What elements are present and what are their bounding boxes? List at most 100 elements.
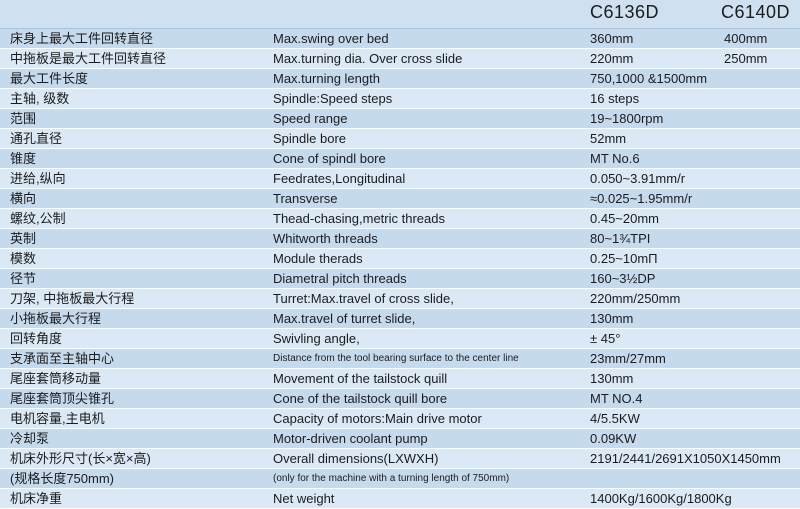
spec-value-c6136d: 220mm/250mm	[590, 291, 681, 306]
spec-value-c6140d	[724, 229, 800, 248]
spec-name-chinese: 径节	[10, 271, 37, 286]
spec-row: 模数 Module therads 0.25~10mΠ	[0, 249, 800, 269]
spec-name-english: Distance from the tool bearing surface t…	[273, 353, 519, 364]
header-bar: C6136D C6140D	[0, 0, 800, 29]
spec-name-english: Max.turning length	[273, 71, 380, 86]
spec-value-c6140d	[724, 429, 800, 448]
spec-name-english: Whitworth threads	[273, 231, 378, 246]
spec-value-c6136d: ± 45°	[590, 331, 621, 346]
spec-value-c6136d: 130mm	[590, 311, 634, 326]
spec-name-chinese: 锥度	[10, 151, 37, 166]
spec-value-c6136d: 4/5.5KW	[590, 411, 640, 426]
spec-row: 锥度 Cone of spindl bore MT No.6	[0, 149, 800, 169]
spec-name-chinese: 支承面至主轴中心	[10, 351, 115, 366]
spec-value-c6136d: 52mm	[590, 131, 627, 146]
spec-value-c6136d: 0.45~20mm	[590, 211, 660, 226]
spec-name-chinese: 横向	[10, 191, 37, 206]
spec-name-chinese: 机床净重	[10, 491, 63, 506]
spec-value-c6140d	[724, 309, 800, 328]
spec-name-english: Transverse	[273, 191, 338, 206]
spec-value-c6140d	[724, 269, 800, 288]
spec-value-c6140d	[724, 249, 800, 268]
spec-row: 螺纹,公制 Thead-chasing,metric threads 0.45~20…	[0, 209, 800, 229]
spec-name-english: Capacity of motors:Main drive motor	[273, 411, 482, 426]
spec-name-chinese: 回转角度	[10, 331, 63, 346]
spec-row: 床身上最大工件回转直径 Max.swing over bed 360mm 400mm	[0, 29, 800, 49]
spec-value-c6136d: 160~3½DP	[590, 271, 656, 286]
spec-name-chinese: 刀架, 中拖板最大行程	[10, 291, 135, 306]
spec-name-chinese: 英制	[10, 231, 37, 246]
spec-value-c6140d	[724, 389, 800, 408]
spec-value-c6140d	[724, 349, 800, 368]
spec-name-english: Swivling angle,	[273, 331, 360, 346]
spec-row: 机床外形尺寸(长×宽×高) Overall dimensions(LXWXH) 21…	[0, 449, 800, 469]
spec-name-english: (only for the machine with a turning len…	[273, 473, 510, 484]
spec-name-english: Net weight	[273, 491, 335, 506]
spec-name-english: Speed range	[273, 111, 348, 126]
spec-value-c6136d: 0.050~3.91mm/r	[590, 171, 686, 186]
spec-value-c6136d: 750,1000 &1500mm	[590, 71, 708, 86]
spec-value-c6136d: 0.25~10mΠ	[590, 251, 658, 266]
spec-table: 床身上最大工件回转直径 Max.swing over bed 360mm 400mm 中…	[0, 29, 800, 509]
spec-name-chinese: 小拖板最大行程	[10, 311, 102, 326]
spec-name-chinese: 尾座套筒移动量	[10, 371, 102, 386]
spec-name-chinese: 冷却泵	[10, 431, 50, 446]
spec-row: (规格长度750mm) (only for the machine with a …	[0, 469, 800, 489]
spec-row: 机床净重 Net weight 1400Kg/1600Kg/1800Kg	[0, 489, 800, 509]
spec-name-english: Turret:Max.travel of cross slide,	[273, 291, 454, 306]
spec-row: 尾座套筒移动量 Movement of the tailstock quill 13…	[0, 369, 800, 389]
spec-row: 主轴, 级数 Spindle:Speed steps 16 steps	[0, 89, 800, 109]
spec-name-english: Feedrates,Longitudinal	[273, 171, 406, 186]
spec-row: 小拖板最大行程 Max.travel of turret slide, 130mm	[0, 309, 800, 329]
spec-value-c6140d	[724, 289, 800, 308]
spec-name-chinese: 机床外形尺寸(长×宽×高)	[10, 451, 151, 466]
spec-value-c6136d: 23mm/27mm	[590, 351, 666, 366]
spec-name-english: Max.travel of turret slide,	[273, 311, 416, 326]
spec-row: 电机容量,主电机 Capacity of motors:Main drive mo…	[0, 409, 800, 429]
spec-name-chinese: 最大工件长度	[10, 71, 89, 86]
spec-value-c6136d: 2191/2441/2691X1050X1450mm	[590, 451, 781, 466]
spec-row: 横向 Transverse ≈0.025~1.95mm/r	[0, 189, 800, 209]
spec-value-c6140d: 400mm	[724, 31, 768, 46]
spec-value-c6140d	[724, 169, 800, 188]
spec-row: 最大工件长度 Max.turning length 750,1000 &1500mm	[0, 69, 800, 89]
spec-row: 英制 Whitworth threads 80~1¾TPI	[0, 229, 800, 249]
spec-name-english: Diametral pitch threads	[273, 271, 407, 286]
model-c6140d-header: C6140D	[721, 2, 791, 22]
model-c6136d-header: C6136D	[590, 2, 660, 22]
spec-value-c6140d	[724, 89, 800, 108]
spec-value-c6136d: MT No.6	[590, 151, 640, 166]
spec-value-c6140d: 250mm	[724, 51, 768, 66]
spec-value-c6140d	[724, 489, 800, 508]
spec-value-c6140d	[724, 189, 800, 208]
spec-name-chinese: (规格长度750mm)	[10, 471, 115, 486]
spec-value-c6140d	[724, 409, 800, 428]
spec-name-english: Motor-driven coolant pump	[273, 431, 428, 446]
spec-value-c6136d: 360mm	[590, 31, 634, 46]
spec-row: 中拖板是最大工件回转直径 Max.turning dia. Over cross …	[0, 49, 800, 69]
spec-name-chinese: 床身上最大工件回转直径	[10, 31, 154, 46]
spec-row: 冷却泵 Motor-driven coolant pump 0.09KW	[0, 429, 800, 449]
spec-name-chinese: 进给,纵向	[10, 171, 66, 186]
spec-value-c6136d: 130mm	[590, 371, 634, 386]
spec-row: 尾座套筒顶尖锥孔 Cone of the tailstock quill bore…	[0, 389, 800, 409]
spec-row: 回转角度 Swivling angle, ± 45°	[0, 329, 800, 349]
spec-value-c6136d: MT NO.4	[590, 391, 643, 406]
spec-name-english: Spindle:Speed steps	[273, 91, 393, 106]
spec-name-english: Cone of the tailstock quill bore	[273, 391, 448, 406]
spec-row: 支承面至主轴中心 Distance from the tool bearing s…	[0, 349, 800, 369]
spec-value-c6136d: ≈0.025~1.95mm/r	[590, 191, 693, 206]
spec-row: 进给,纵向 Feedrates,Longitudinal 0.050~3.91mm/…	[0, 169, 800, 189]
spec-name-chinese: 尾座套筒顶尖锥孔	[10, 391, 115, 406]
spec-name-english: Max.swing over bed	[273, 31, 389, 46]
spec-name-english: Module therads	[273, 251, 363, 266]
spec-value-c6136d: 0.09KW	[590, 431, 637, 446]
spec-name-english: Spindle bore	[273, 131, 346, 146]
spec-row: 范围 Speed range 19~1800rpm	[0, 109, 800, 129]
spec-name-english: Overall dimensions(LXWXH)	[273, 451, 439, 466]
spec-name-chinese: 范围	[10, 111, 37, 126]
spec-name-english: Movement of the tailstock quill	[273, 371, 448, 386]
spec-value-c6140d	[724, 469, 800, 488]
spec-row: 通孔直径 Spindle bore 52mm	[0, 129, 800, 149]
